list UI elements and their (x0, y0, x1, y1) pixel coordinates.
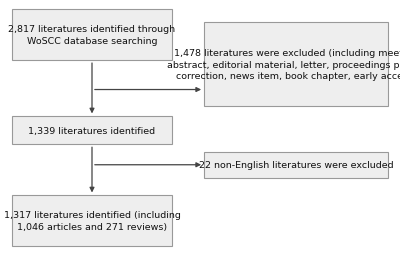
FancyBboxPatch shape (12, 117, 172, 145)
Text: 1,317 literatures identified (including
1,046 articles and 271 reviews): 1,317 literatures identified (including … (4, 211, 180, 231)
FancyBboxPatch shape (12, 10, 172, 61)
Text: 2,817 literatures identified through
WoSCC database searching: 2,817 literatures identified through WoS… (8, 25, 176, 46)
FancyBboxPatch shape (204, 23, 388, 107)
FancyBboxPatch shape (12, 196, 172, 246)
FancyBboxPatch shape (204, 152, 388, 178)
Text: 1,339 literatures identified: 1,339 literatures identified (28, 126, 156, 135)
Text: 1,478 literatures were excluded (including meeting
abstract, editorial material,: 1,478 literatures were excluded (includi… (167, 49, 400, 81)
Text: 22 non-English literatures were excluded: 22 non-English literatures were excluded (199, 161, 393, 170)
